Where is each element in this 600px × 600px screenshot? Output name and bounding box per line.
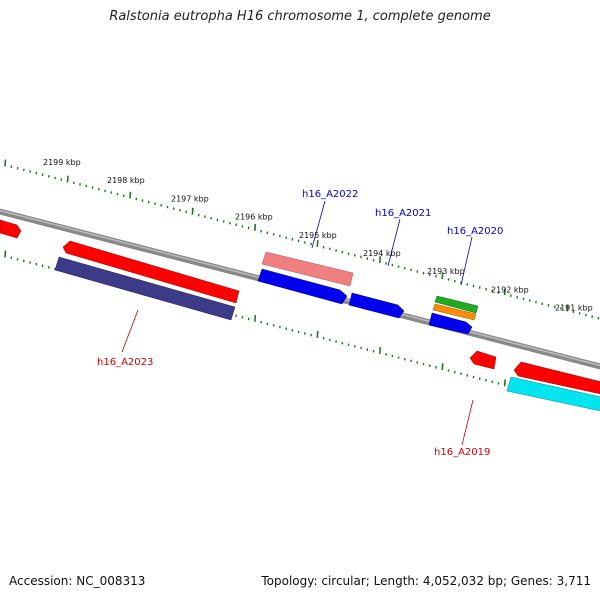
gene-label-h16-a2019[interactable]: h16_A2019 xyxy=(434,447,490,458)
gene-label-h16-a2020[interactable]: h16_A2020 xyxy=(447,226,503,237)
features xyxy=(0,219,600,413)
tick-ring-upper xyxy=(4,159,600,320)
feature-h16-a2020-orange[interactable] xyxy=(432,303,477,321)
feature-h16-a2022-pink[interactable] xyxy=(261,251,354,287)
feature-blue-cds-b[interactable] xyxy=(428,312,473,335)
tick-major xyxy=(378,347,382,355)
leader-lines xyxy=(121,200,474,446)
tick-major xyxy=(129,191,132,199)
tick-label: 2194 kbp xyxy=(363,249,401,258)
tick-major xyxy=(441,363,444,371)
feature-red-left-edge[interactable] xyxy=(0,219,22,239)
tick-major xyxy=(441,272,444,280)
gene-label-h16-a2023[interactable]: h16_A2023 xyxy=(97,357,153,368)
topology-info: Topology: circular; Length: 4,052,032 bp… xyxy=(261,574,591,588)
map-title: Ralstonia eutropha H16 chromosome 1, com… xyxy=(109,9,491,24)
tick-label: 2197 kbp xyxy=(171,194,209,203)
tick-label: 2193 kbp xyxy=(427,267,465,276)
tick-major xyxy=(4,250,7,258)
tick-major xyxy=(503,379,506,387)
gene-label-h16-a2021[interactable]: h16_A2021 xyxy=(375,208,431,219)
accession-text: Accession: NC_008313 xyxy=(9,574,146,588)
feature-h16-a2021-blue[interactable] xyxy=(348,292,405,319)
tick-major xyxy=(254,314,257,322)
tick-label: 2199 kbp xyxy=(43,158,81,167)
tick-major xyxy=(566,304,569,312)
tick-major xyxy=(254,223,257,231)
tick-major xyxy=(503,288,506,296)
tick-major xyxy=(378,256,382,264)
feature-red-small[interactable] xyxy=(469,350,497,370)
tick-major xyxy=(66,175,69,183)
gene-label-h16-a2022[interactable]: h16_A2022 xyxy=(302,189,358,200)
feature-h16-a2019-red[interactable] xyxy=(513,361,600,396)
feature-h16-a2023-dark[interactable] xyxy=(54,256,236,321)
tick-major xyxy=(4,159,7,167)
gene-labels: h16_A2022 h16_A2021 h16_A2020 h16_A2023 … xyxy=(97,189,503,458)
tick-major xyxy=(316,240,319,247)
feature-blue-cds-a[interactable] xyxy=(257,268,348,305)
tick-label: 2198 kbp xyxy=(107,176,145,185)
tick-major xyxy=(316,331,319,338)
feature-cyan[interactable] xyxy=(506,376,600,413)
tick-label: 2191 kbp xyxy=(555,304,593,313)
feature-h16-a2020-green[interactable] xyxy=(434,295,479,314)
feature-h16-a2023-red[interactable] xyxy=(62,240,240,304)
tick-major xyxy=(191,207,194,215)
tick-labels: 2199 kbp 2198 kbp 2197 kbp 2196 kbp 2195 kbp… xyxy=(43,158,593,313)
tick-label: 2195 kbp xyxy=(299,231,337,240)
tick-label: 2192 kbp xyxy=(491,285,529,294)
tick-label: 2196 kbp xyxy=(235,213,273,222)
